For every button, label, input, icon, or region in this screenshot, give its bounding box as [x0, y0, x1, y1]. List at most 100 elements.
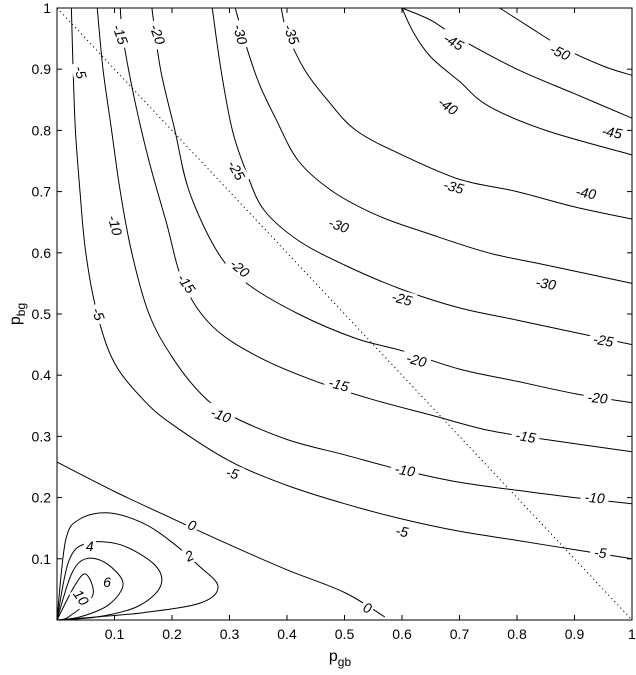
contour-label: -30: [534, 274, 557, 293]
contour-label: -10: [209, 404, 234, 426]
contour-label: -15: [327, 374, 351, 395]
y-tick-label: 0.5: [32, 306, 52, 322]
y-tick-label: 0.8: [32, 122, 52, 138]
y-tick-label: 0.7: [32, 184, 52, 200]
contour-label-bg: [544, 38, 577, 66]
contour-label: -20: [405, 350, 429, 371]
x-tick-label: 0.9: [565, 626, 585, 642]
y-tick-label: 0.3: [32, 428, 52, 444]
x-tick-label: 0.1: [105, 626, 125, 642]
contour-label-bg: [220, 462, 245, 484]
x-tick-label: 0.5: [335, 626, 355, 642]
contour-label-bg: [205, 402, 237, 428]
contour-label: -15: [514, 427, 537, 446]
contour-label: 6: [103, 574, 111, 590]
contour-label-bg: [171, 267, 201, 300]
x-tick-label: 0.4: [277, 626, 297, 642]
contour-line: [96, 7, 633, 505]
contour-label: 10: [70, 586, 92, 608]
contour-line: [56, 557, 124, 621]
x-tick-label: 0.8: [507, 626, 527, 642]
contour-label: -30: [230, 22, 251, 46]
contour-label: -35: [442, 176, 466, 197]
x-tick-label: 1: [628, 626, 636, 642]
contour-label: 4: [86, 538, 94, 554]
y-axis-label: pbg: [7, 303, 28, 325]
contour-line: [119, 7, 633, 453]
contour-label-bg: [582, 388, 613, 407]
y-tick-label: 0.2: [32, 490, 52, 506]
x-axis-label: pgb: [329, 648, 352, 669]
contour-label-bg: [596, 121, 628, 143]
contour-label: -5: [394, 522, 409, 540]
contour-label: -25: [592, 331, 615, 350]
contour-line: [56, 541, 163, 621]
y-tick-label: 0.4: [32, 367, 52, 383]
contour-label-bg: [70, 60, 91, 85]
contour-label-bg: [588, 329, 619, 351]
y-axis-ticks: 0.1 0.2 0.3 0.4 0.5 0.6 0.7 0.8 0.9 1: [32, 0, 632, 567]
contour-label-bg: [400, 348, 432, 372]
contour-label-bg: [431, 91, 465, 121]
contour-label: -15: [109, 22, 131, 47]
contour-label-bg: [323, 373, 355, 396]
contour-label: -45: [601, 123, 624, 142]
contour-label-bg: [229, 18, 252, 50]
contour-label-bg: [83, 537, 96, 554]
y-tick-label: 1: [43, 0, 51, 16]
y-tick-label: 0.1: [32, 551, 52, 567]
contour-line: [401, 7, 633, 119]
contour-label-bg: [530, 273, 561, 294]
contour-label: -30: [327, 214, 352, 236]
contour-label-bg: [87, 301, 110, 327]
contour-line: [499, 7, 633, 76]
contour-label: -10: [584, 489, 606, 507]
contour-label-bg: [107, 18, 133, 51]
contour-label-bg: [389, 459, 421, 481]
contour-label: -10: [394, 460, 417, 479]
reference-diagonal-line: [56, 7, 633, 621]
contour-label: -40: [575, 183, 598, 202]
contour-label: -20: [587, 389, 609, 407]
contour-label-bg: [101, 574, 113, 591]
contour-label: -5: [224, 464, 240, 483]
contour-label-bg: [322, 212, 355, 238]
x-tick-label: 0.7: [450, 626, 470, 642]
contour-line: [56, 573, 94, 621]
contour-label-bg: [386, 287, 418, 311]
contour-label: -20: [147, 22, 169, 47]
contour-label-bg: [180, 545, 199, 566]
contour-label-bg: [390, 521, 414, 541]
contour-label: -50: [548, 41, 573, 64]
contour-line: [70, 7, 633, 560]
contour-label: -5: [71, 64, 90, 80]
contour-label-bg: [183, 515, 201, 535]
y-tick-label: 0.6: [32, 245, 52, 261]
contour-line: [211, 7, 633, 346]
contour-label: -35: [281, 22, 303, 47]
x-tick-label: 0.3: [220, 626, 240, 642]
contour-label-bg: [279, 18, 304, 51]
contour-label-bg: [570, 182, 602, 204]
contour-lines: [56, 7, 633, 621]
contour-line: [234, 7, 633, 284]
contour-label-bg: [145, 18, 170, 51]
contour-label-bg: [223, 252, 256, 284]
contour-label: -10: [105, 213, 126, 237]
contour-label-bg: [438, 175, 470, 199]
contour-label: -5: [89, 305, 108, 322]
contour-line: [401, 7, 633, 156]
contour-label-bg: [68, 584, 94, 611]
contour-label-bg: [589, 543, 612, 562]
x-axis-ticks: 0.1 0.2 0.3 0.4 0.5 0.6 0.7 0.8 0.9 1: [105, 8, 636, 642]
contour-line: [56, 461, 386, 618]
contour-label: -25: [390, 288, 414, 309]
contour-label-bg: [437, 27, 470, 56]
y-tick-label: 0.9: [32, 61, 52, 77]
x-tick-label: 0.6: [392, 626, 412, 642]
contour-labels: 1064200-5-5-5-5-5-10-10-10-10-15-15-15-1…: [68, 18, 628, 618]
contour-label-bg: [359, 598, 376, 618]
contour-label-bg: [103, 209, 127, 241]
contour-label-bg: [510, 426, 541, 447]
